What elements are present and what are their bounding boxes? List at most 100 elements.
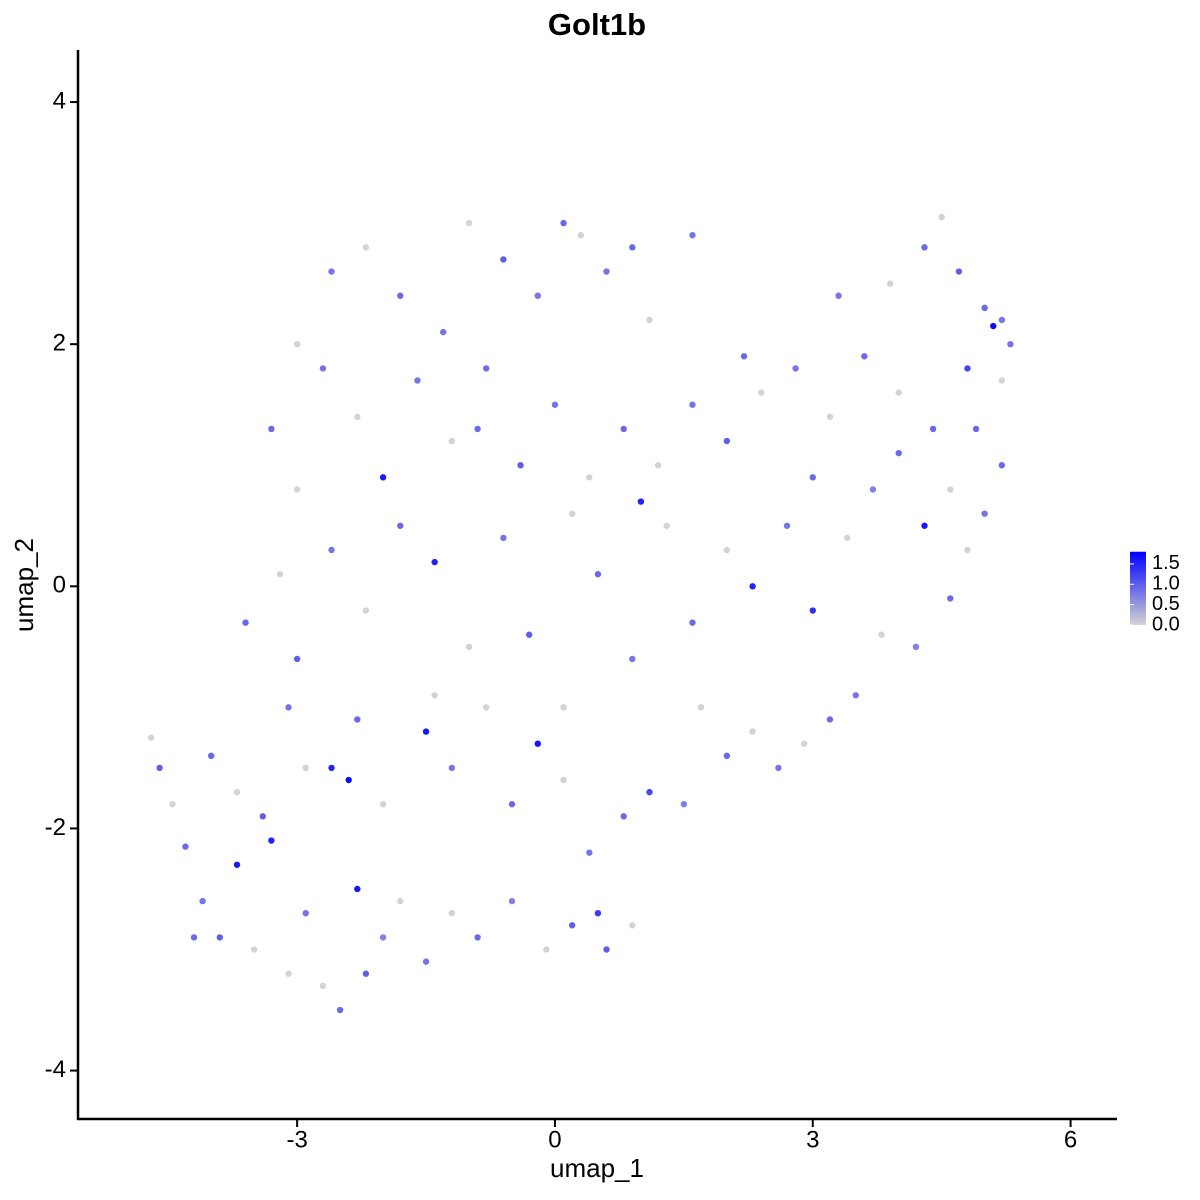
point bbox=[216, 934, 223, 941]
point bbox=[336, 1006, 344, 1014]
colorbar-tick-label: 1.5 bbox=[1152, 552, 1180, 574]
point bbox=[689, 619, 696, 626]
point bbox=[345, 776, 352, 784]
point bbox=[319, 982, 327, 990]
point bbox=[525, 631, 533, 638]
point bbox=[285, 970, 292, 977]
point bbox=[775, 764, 782, 772]
point bbox=[500, 534, 507, 542]
x-tick-label: 6 bbox=[1064, 1126, 1077, 1153]
point bbox=[981, 304, 988, 312]
point bbox=[328, 268, 335, 275]
point bbox=[800, 740, 808, 747]
point bbox=[551, 401, 559, 408]
point bbox=[981, 510, 988, 517]
point bbox=[319, 365, 327, 372]
point bbox=[508, 897, 516, 905]
point bbox=[397, 292, 404, 299]
point bbox=[250, 946, 258, 953]
point bbox=[603, 946, 610, 953]
y-tick-label: -4 bbox=[45, 1056, 66, 1083]
point bbox=[809, 607, 816, 614]
point bbox=[1007, 340, 1014, 348]
point bbox=[474, 934, 481, 941]
point bbox=[680, 801, 688, 808]
point bbox=[740, 353, 748, 360]
colorbar-tick-label: 0.0 bbox=[1152, 613, 1180, 635]
y-tick-label: -2 bbox=[45, 814, 66, 841]
point bbox=[500, 256, 507, 263]
point bbox=[268, 425, 275, 433]
point bbox=[414, 377, 421, 384]
point bbox=[921, 522, 928, 529]
point bbox=[422, 958, 430, 965]
point bbox=[929, 425, 937, 433]
point bbox=[895, 389, 902, 396]
point bbox=[448, 909, 456, 917]
point bbox=[998, 377, 1006, 384]
point bbox=[362, 607, 370, 614]
point bbox=[285, 704, 292, 711]
point bbox=[354, 885, 361, 893]
point bbox=[147, 734, 155, 741]
point bbox=[972, 425, 980, 433]
point bbox=[276, 571, 284, 578]
point bbox=[560, 776, 567, 784]
point bbox=[560, 704, 567, 711]
point bbox=[362, 244, 370, 251]
point bbox=[886, 280, 894, 287]
point bbox=[947, 595, 954, 602]
x-axis-title: umap_1 bbox=[550, 1153, 644, 1183]
point bbox=[448, 764, 456, 772]
point bbox=[835, 292, 842, 299]
point bbox=[861, 353, 868, 360]
point bbox=[629, 655, 636, 663]
point bbox=[938, 213, 945, 221]
point bbox=[964, 546, 971, 554]
point bbox=[843, 534, 851, 542]
point bbox=[594, 571, 602, 578]
point bbox=[749, 583, 756, 590]
point bbox=[826, 413, 834, 421]
point bbox=[998, 316, 1006, 324]
point bbox=[654, 462, 662, 469]
point bbox=[646, 316, 653, 324]
point bbox=[758, 389, 765, 396]
point bbox=[302, 909, 309, 917]
point bbox=[448, 437, 456, 445]
point bbox=[169, 801, 176, 808]
point bbox=[629, 922, 636, 929]
point bbox=[397, 897, 404, 905]
point bbox=[586, 474, 593, 481]
point bbox=[422, 728, 430, 735]
point bbox=[354, 413, 361, 421]
point bbox=[586, 849, 593, 856]
point bbox=[328, 764, 335, 772]
y-tick-label: 0 bbox=[53, 572, 66, 599]
point bbox=[947, 486, 954, 493]
point bbox=[431, 558, 438, 566]
point bbox=[792, 365, 799, 372]
point bbox=[921, 244, 928, 251]
point bbox=[749, 728, 756, 735]
point bbox=[465, 219, 473, 227]
point bbox=[689, 401, 696, 408]
point bbox=[362, 970, 370, 977]
chart-title: Golt1b bbox=[548, 7, 646, 42]
point bbox=[293, 340, 301, 348]
point bbox=[199, 897, 206, 905]
point bbox=[293, 486, 301, 493]
point bbox=[534, 740, 541, 747]
point bbox=[990, 322, 997, 330]
point bbox=[302, 764, 309, 772]
point bbox=[182, 843, 189, 850]
point bbox=[809, 474, 816, 481]
point bbox=[534, 292, 541, 299]
point bbox=[826, 716, 834, 723]
point bbox=[156, 764, 163, 772]
point bbox=[465, 643, 473, 651]
point bbox=[483, 704, 490, 711]
point bbox=[233, 861, 241, 868]
point bbox=[268, 837, 275, 844]
